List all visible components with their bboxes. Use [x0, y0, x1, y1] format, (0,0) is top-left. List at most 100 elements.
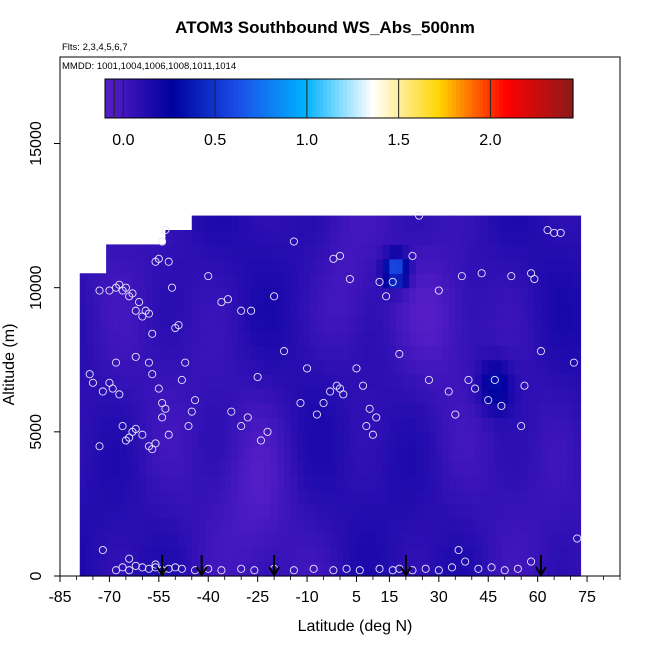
- heatmap-cell: [567, 417, 575, 433]
- heatmap-cell: [125, 330, 134, 346]
- heatmap-cell: [185, 532, 193, 548]
- heatmap-cell: [402, 330, 410, 346]
- heatmap-cell: [284, 547, 292, 563]
- heatmap-cell: [152, 417, 160, 433]
- heatmap-cell: [442, 561, 450, 577]
- heatmap-cell: [521, 215, 529, 231]
- heatmap-cell: [185, 475, 193, 491]
- heatmap-cell: [152, 316, 160, 332]
- heatmap-cell: [204, 374, 213, 390]
- heatmap-cell: [185, 258, 193, 274]
- heatmap-cell: [303, 417, 311, 433]
- heatmap-cell: [158, 518, 167, 534]
- heatmap-cell: [521, 547, 529, 563]
- heatmap-cell: [251, 230, 259, 246]
- heatmap-cell: [112, 403, 120, 419]
- heatmap-cell: [244, 403, 252, 419]
- heatmap-cell: [264, 244, 272, 260]
- heatmap-cell: [86, 460, 94, 476]
- heatmap-cell: [442, 302, 450, 318]
- colorbar-segment: [307, 79, 313, 118]
- heatmap-cell: [560, 532, 568, 548]
- heatmap-cell: [475, 215, 483, 231]
- heatmap-cell: [448, 561, 456, 577]
- heatmap-cell: [204, 345, 213, 361]
- heatmap-cell: [237, 388, 246, 404]
- colorbar-tick-label: 0.0: [112, 132, 134, 149]
- colorbar-segment: [569, 79, 574, 118]
- heatmap-cell: [152, 302, 160, 318]
- heatmap-cell: [139, 446, 147, 462]
- heatmap-cell: [290, 446, 298, 462]
- heatmap-cell: [211, 258, 219, 274]
- heatmap-cell: [428, 431, 437, 447]
- heatmap-cell: [527, 258, 535, 274]
- heatmap-cell: [501, 287, 509, 303]
- heatmap-cell: [185, 273, 193, 289]
- heatmap-cell: [106, 503, 114, 519]
- heatmap-cell: [382, 244, 391, 260]
- heatmap-cell: [376, 374, 384, 390]
- heatmap-cell: [264, 273, 272, 289]
- heatmap-cell: [376, 330, 384, 346]
- heatmap-cell: [376, 417, 384, 433]
- heatmap-cell: [494, 518, 503, 534]
- heatmap-cell: [396, 446, 404, 462]
- heatmap-cell: [382, 417, 391, 433]
- heatmap-cell: [415, 561, 423, 577]
- heatmap-cell: [534, 503, 542, 519]
- heatmap-cell: [204, 417, 213, 433]
- heatmap-cell: [567, 330, 575, 346]
- heatmap-cell: [422, 287, 430, 303]
- heatmap-cell: [264, 503, 272, 519]
- heatmap-cell: [547, 446, 555, 462]
- colorbar-segment: [487, 79, 492, 118]
- heatmap-cell: [540, 388, 549, 404]
- heatmap-cell: [501, 230, 509, 246]
- heatmap-cell: [461, 302, 470, 318]
- heatmap-cell: [547, 532, 555, 548]
- heatmap-cell: [455, 287, 463, 303]
- heatmap-cell: [494, 489, 503, 505]
- heatmap-cell: [172, 460, 180, 476]
- heatmap-cell: [448, 215, 456, 231]
- heatmap-cell: [211, 330, 219, 346]
- heatmap-cell: [560, 345, 568, 361]
- heatmap-cell: [251, 244, 259, 260]
- heatmap-cell: [264, 316, 272, 332]
- heatmap-cell: [198, 302, 206, 318]
- sample-point: [105, 378, 114, 387]
- colorbar-segment: [385, 79, 391, 118]
- heatmap-cell: [349, 503, 358, 519]
- heatmap-cell: [481, 215, 489, 231]
- x-tick-label: 15: [381, 589, 399, 606]
- heatmap-cell: [270, 475, 279, 491]
- heatmap-cell: [389, 532, 397, 548]
- heatmap-cell: [145, 431, 153, 447]
- heatmap-cell: [231, 359, 239, 375]
- heatmap-cell: [231, 244, 239, 260]
- sample-point: [98, 387, 107, 396]
- sample-point: [517, 422, 526, 431]
- heatmap-cell: [204, 518, 213, 534]
- heatmap-cell: [448, 489, 456, 505]
- heatmap-cell: [303, 446, 311, 462]
- heatmap-cell: [343, 460, 351, 476]
- heatmap-cell: [139, 475, 147, 491]
- sample-point: [487, 563, 496, 572]
- heatmap-cell: [290, 273, 298, 289]
- heatmap-cell: [79, 446, 87, 462]
- heatmap-cell: [211, 316, 219, 332]
- heatmap-cell: [224, 215, 232, 231]
- heatmap-cell: [330, 345, 338, 361]
- heatmap-cell: [178, 230, 186, 246]
- heatmap-cell: [488, 431, 496, 447]
- heatmap-cell: [218, 403, 226, 419]
- heatmap-cell: [92, 489, 101, 505]
- heatmap-cell: [310, 302, 318, 318]
- heatmap-cell: [448, 316, 456, 332]
- heatmap-cell: [172, 302, 180, 318]
- heatmap-cell: [527, 417, 535, 433]
- heatmap-cell: [382, 475, 391, 491]
- heatmap-cell: [554, 273, 562, 289]
